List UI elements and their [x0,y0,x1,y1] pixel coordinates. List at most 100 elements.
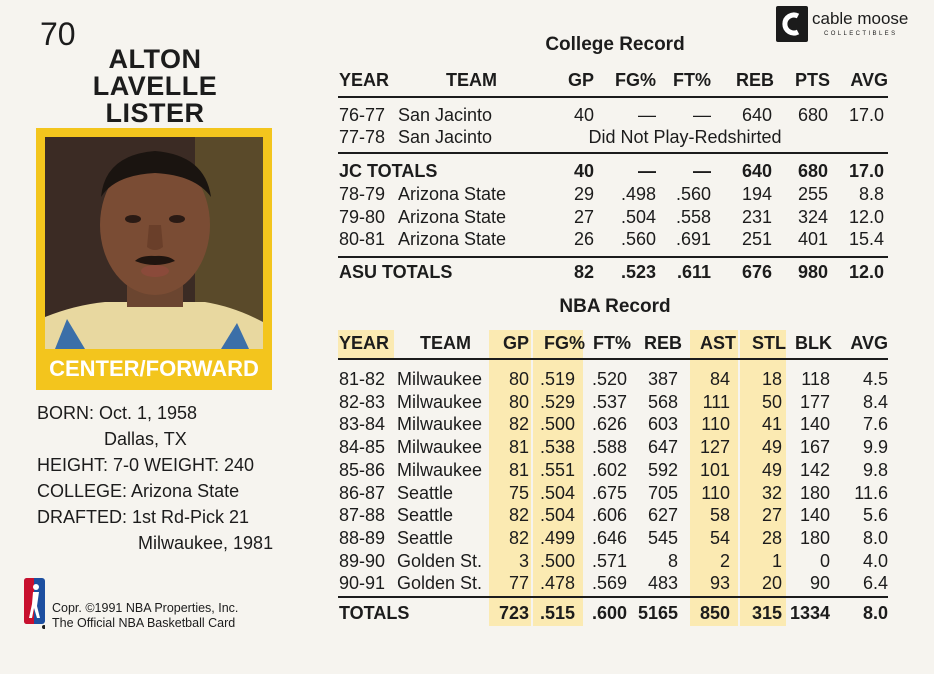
nba-row-cell: 88-89 [339,527,386,548]
brand-logo-icon [776,6,808,42]
nba-row-cell: .529 [539,391,575,412]
college-row-cell: — [638,105,656,125]
nba-totals-cell: 8.0 [862,603,888,623]
nba-row-cell: .571 [591,550,627,571]
nba-row-cell: 27 [761,505,782,526]
college-row-cell: Arizona State [398,184,507,204]
nba-row-cell: 568 [647,391,678,412]
nba-logo-icon [24,578,45,629]
college-row-note: Did Not Play-Redshirted [588,127,782,147]
nba-totals-cell: 5165 [637,603,678,623]
college-jc-totals-cell: 640 [741,161,772,181]
college-row-cell: San Jacinto [398,105,493,125]
nba-row-cell: Milwaukee [397,391,483,412]
nba-header-cell: YEAR [339,333,390,353]
nba-row-cell: 6.4 [862,573,888,594]
table-rule [338,596,888,598]
nba-row-cell: .646 [591,527,627,548]
college-header-cell: AVG [850,70,888,90]
college-row-cell: San Jacinto [398,127,493,147]
nba-row-cell: 89-90 [339,550,386,571]
nba-row-cell: .504 [539,482,575,503]
college-asu-totals-cell: 12.0 [848,262,884,282]
college-asu-totals-cell: .523 [620,262,656,282]
bio-drafted: DRAFTED: 1st Rd-Pick 21 [37,507,250,527]
nba-totals-cell: 850 [699,603,730,623]
brand-name: cable moose [812,9,909,28]
college-row-cell: 401 [797,229,828,249]
player-name-line: LAVELLE [92,71,218,101]
nba-row-cell: 140 [799,505,830,526]
nba-row-cell: 8.0 [862,527,888,548]
nba-row-cell: Seattle [397,505,454,526]
highlight-column [740,330,786,626]
nba-row-cell: 18 [761,369,782,389]
nba-row-cell: .499 [539,527,575,548]
player-name: ALTON LAVELLE LISTER [60,46,250,127]
nba-row-cell: 86-87 [339,482,386,503]
nba-row-cell: 0 [819,550,830,571]
nba-row-cell: 90-91 [339,573,386,594]
nba-totals-cell: 723 [498,603,529,623]
player-name-line: ALTON [108,44,202,74]
college-row-cell: 79-80 [339,206,386,227]
nba-row-cell: 49 [761,459,782,480]
nba-row-cell: 20 [761,573,782,594]
nba-row-cell: Milwaukee [397,369,483,389]
nba-row-cell: 140 [799,414,830,435]
college-row-cell: .560 [620,229,656,249]
college-row-cell: 29 [573,184,594,204]
nba-row-cell: .588 [591,437,627,458]
college-row-cell: .558 [675,206,711,227]
college-header-cell: YEAR [339,70,390,90]
nba-row-cell: 110 [701,414,730,435]
nba-row-cell: Seattle [397,482,454,503]
nba-row-cell: .569 [591,573,627,594]
table-rule [338,96,888,98]
nba-row-cell: .478 [539,573,575,594]
nba-row-cell: 118 [801,369,830,389]
copyright-line: Copr. ©1991 NBA Properties, Inc. [52,601,239,615]
player-bio: BORN: Oct. 1, 1958 Dallas, TX HEIGHT: 7-… [37,400,273,556]
nba-row-cell: Seattle [397,527,454,548]
nba-row-cell: 177 [799,391,830,412]
nba-row-cell: 93 [709,573,730,594]
college-row-cell: 680 [797,105,828,125]
player-name-line: LISTER [105,98,205,128]
bio-college: COLLEGE: Arizona State [37,481,240,501]
nba-row-cell: 4.0 [862,550,888,571]
nba-row-cell: 82 [508,414,529,435]
college-row-cell: 324 [797,206,828,227]
college-row-cell: .498 [620,184,656,204]
player-portrait-image [45,137,263,349]
nba-header-cell: AST [700,333,736,353]
nba-row-cell: 1 [771,550,782,571]
nba-row-cell: 82-83 [339,391,386,412]
nba-header-cell: FG% [543,333,585,353]
college-row-cell: 26 [573,229,594,249]
nba-header-cell: REB [643,333,682,353]
college-row-cell: 40 [573,105,594,125]
nba-row-cell: 8.4 [862,391,888,412]
nba-row-cell: .606 [591,505,627,526]
nba-row-cell: 127 [699,437,730,458]
nba-row-cell: 77 [508,573,529,594]
bio-drafted-team: Milwaukee, 1981 [138,533,274,553]
nba-row-cell: .504 [539,505,575,526]
nba-row-cell: .537 [591,391,627,412]
bio-height-weight: HEIGHT: 7-0 WEIGHT: 240 [37,455,255,475]
nba-row-cell: .520 [591,369,627,389]
nba-row-cell: 32 [761,482,782,503]
college-row-cell: 80-81 [339,229,386,249]
nba-row-cell: .602 [591,459,627,480]
college-header-cell: FG% [614,70,656,90]
nba-row-cell: 87-88 [339,505,386,526]
nba-row-cell: 75 [508,482,529,503]
highlight-column [489,330,531,626]
nba-header-cell: GP [502,333,529,353]
bio-born: BORN: Oct. 1, 1958 [37,403,198,423]
bio-birthplace: Dallas, TX [104,429,187,449]
nba-row-cell: 54 [709,527,730,548]
college-row-cell: 76-77 [339,105,386,125]
nba-header-cell: BLK [795,333,832,353]
